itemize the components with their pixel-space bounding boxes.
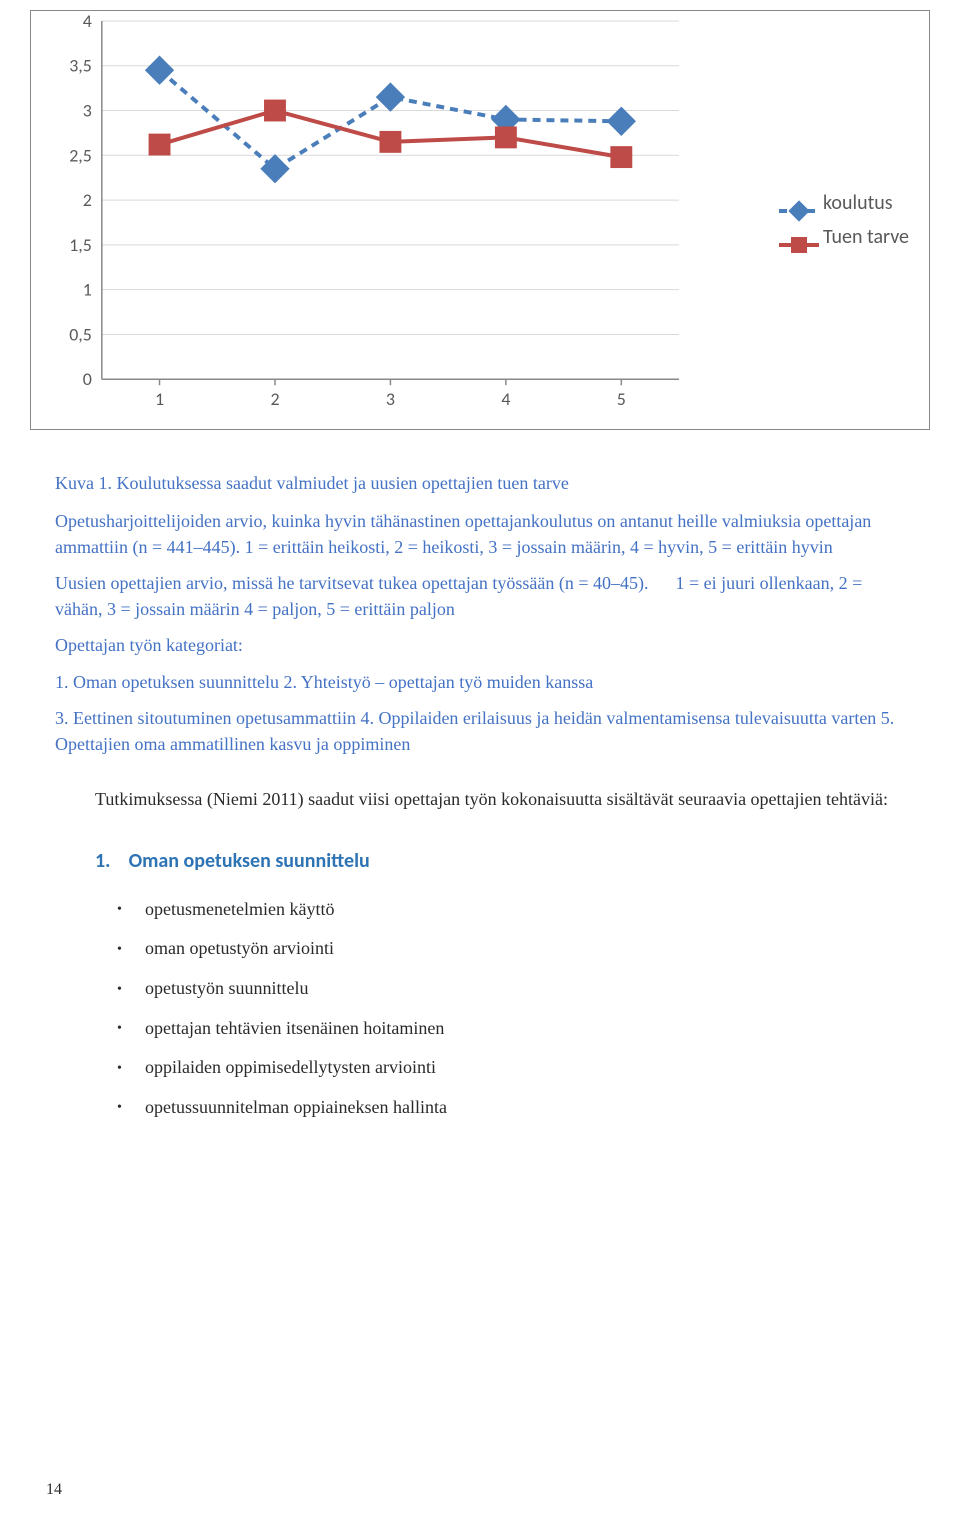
chart-note-1: Opetusharjoittelijoiden arvio, kuinka hy… <box>55 508 905 560</box>
svg-text:4: 4 <box>83 11 92 32</box>
chart-legend: koulutus Tuen tarve <box>779 191 909 259</box>
list-item: opetussuunnitelman oppiaineksen hallinta <box>145 1088 905 1128</box>
legend-label: koulutus <box>823 191 893 215</box>
svg-text:5: 5 <box>617 388 626 410</box>
figure-caption: Kuva 1. Koulutuksessa saadut valmiudet j… <box>55 470 905 496</box>
list-item: opetusmenetelmien käyttö <box>145 890 905 930</box>
section-number: 1. <box>95 849 110 873</box>
svg-text:0: 0 <box>83 368 92 390</box>
svg-text:2: 2 <box>270 388 279 410</box>
svg-text:0,5: 0,5 <box>69 323 92 345</box>
list-item: opetustyön suunnittelu <box>145 969 905 1009</box>
svg-text:1,5: 1,5 <box>69 234 92 256</box>
chart-note-2: Uusien opettajien arvio, missä he tarvit… <box>55 570 905 622</box>
svg-text:1: 1 <box>155 388 164 410</box>
legend-item-tuen-tarve: Tuen tarve <box>779 225 909 249</box>
section-title: Oman opetuksen suunnittelu <box>129 849 370 873</box>
svg-text:4: 4 <box>501 388 510 410</box>
categories-heading: Opettajan työn kategoriat: <box>55 632 905 658</box>
bullet-list: opetusmenetelmien käyttöoman opetustyön … <box>55 890 905 1128</box>
list-item: opettajan tehtävien itsenäinen hoitamine… <box>145 1009 905 1049</box>
svg-text:2,5: 2,5 <box>69 144 92 166</box>
svg-text:2: 2 <box>83 189 92 211</box>
categories-line-1: 1. Oman opetuksen suunnittelu 2. Yhteist… <box>55 669 905 695</box>
legend-label: Tuen tarve <box>823 225 909 249</box>
categories-line-2: 3. Eettinen sitoutuminen opetusammattiin… <box>55 705 905 757</box>
list-item: oppilaiden oppimisedellytysten arviointi <box>145 1048 905 1088</box>
svg-text:3: 3 <box>386 388 395 410</box>
svg-text:3: 3 <box>83 99 92 121</box>
body-paragraph: Tutkimuksessa (Niemi 2011) saadut viisi … <box>55 781 905 817</box>
page-number: 14 <box>46 1481 62 1499</box>
svg-text:3,5: 3,5 <box>69 55 92 77</box>
line-chart: 0 0,5 1 1,5 2 2,5 3 3,5 4 1 2 3 4 5 koulutus Tuen tar… <box>30 10 930 430</box>
list-item: oman opetustyön arviointi <box>145 929 905 969</box>
section-heading: 1. Oman opetuksen suunnittelu <box>95 847 905 876</box>
svg-text:1: 1 <box>83 279 92 301</box>
legend-item-koulutus: koulutus <box>779 191 909 215</box>
